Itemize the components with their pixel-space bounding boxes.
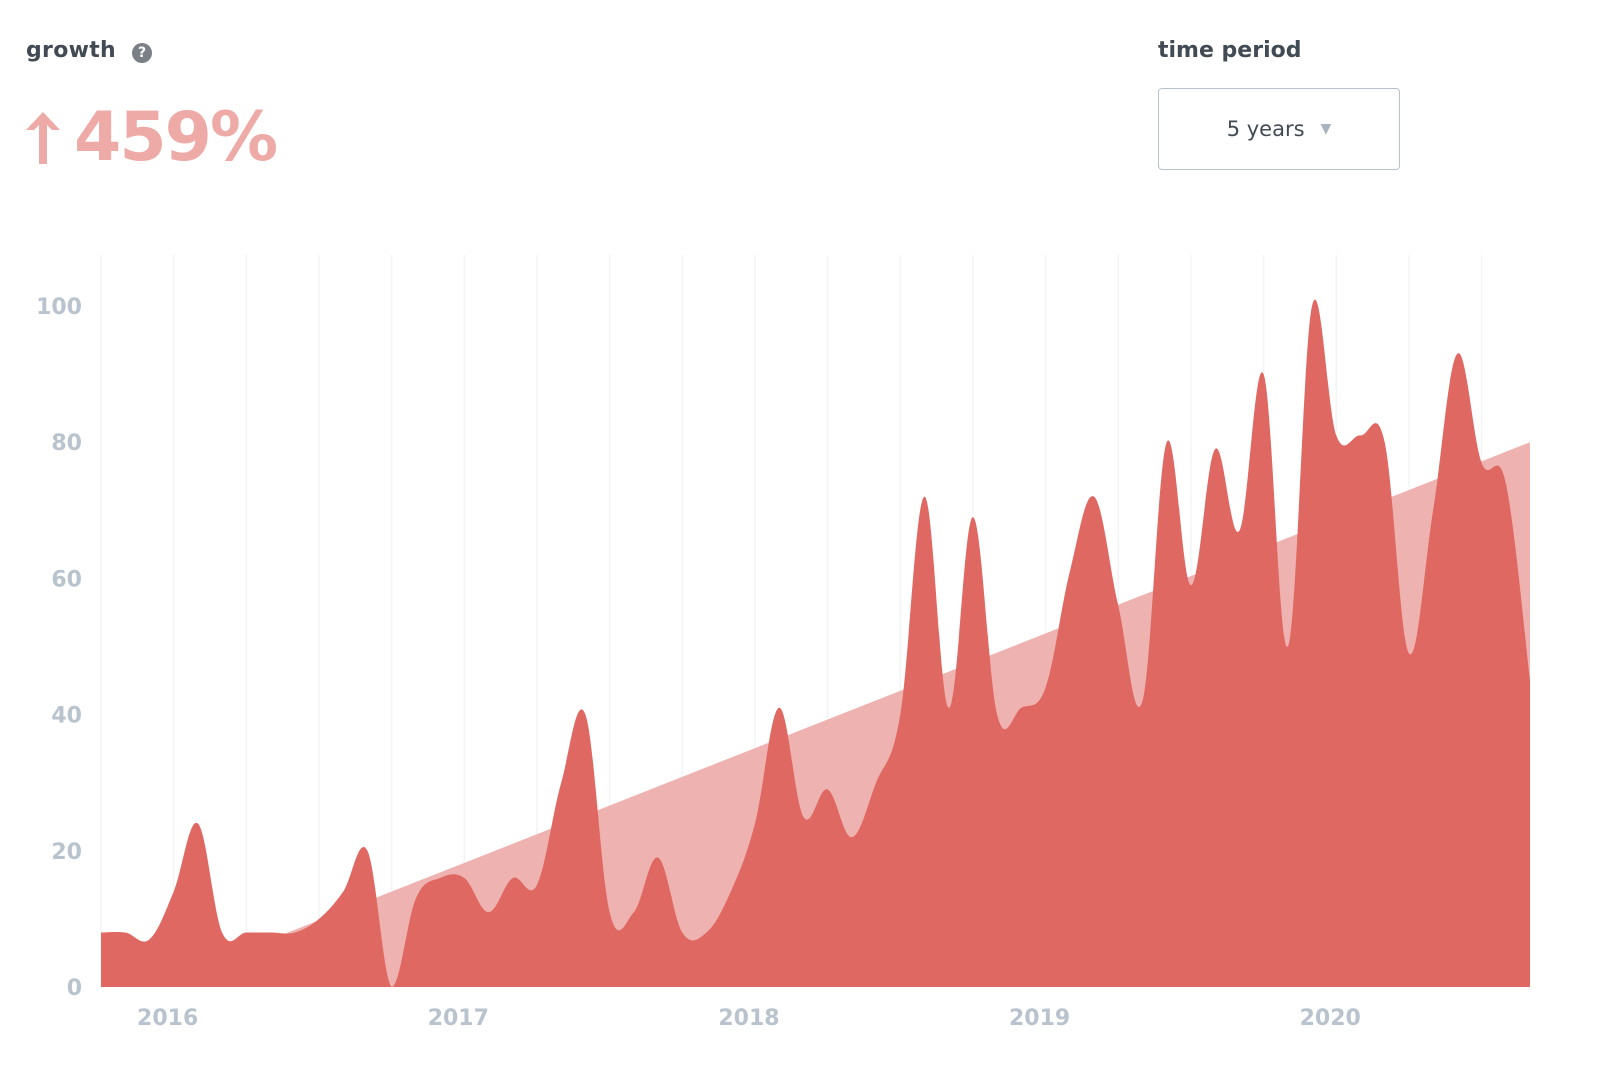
chevron-down-icon: ▼ [1320, 121, 1332, 137]
growth-label: growth [26, 38, 117, 63]
x-tick-label: 2016 [137, 1006, 198, 1031]
actual-area [101, 299, 1530, 987]
x-tick-label: 2019 [1009, 1006, 1070, 1031]
y-axis: 0 20 40 60 80 100 [36, 295, 82, 1001]
x-tick-label: 2018 [718, 1006, 779, 1031]
y-tick-label: 0 [67, 976, 82, 1001]
x-tick-label: 2020 [1300, 1006, 1361, 1031]
arrow-up-icon [26, 112, 60, 164]
growth-value: 459% [74, 98, 278, 177]
time-period-selected: 5 years [1226, 117, 1305, 141]
time-period-select[interactable]: 5 years ▼ [1158, 88, 1400, 170]
y-tick-label: 40 [51, 704, 82, 729]
y-tick-label: 60 [51, 567, 82, 592]
y-tick-label: 80 [51, 431, 82, 456]
y-tick-label: 100 [36, 295, 82, 320]
growth-indicator: 459% [24, 98, 278, 178]
question-circle-icon[interactable]: ? [132, 43, 152, 63]
x-axis: 2016 2017 2018 2019 2020 [137, 1006, 1361, 1031]
x-tick-label: 2017 [428, 1006, 489, 1031]
actual-series [101, 299, 1530, 987]
time-period-label: time period [1158, 38, 1302, 63]
y-tick-label: 20 [51, 840, 82, 865]
